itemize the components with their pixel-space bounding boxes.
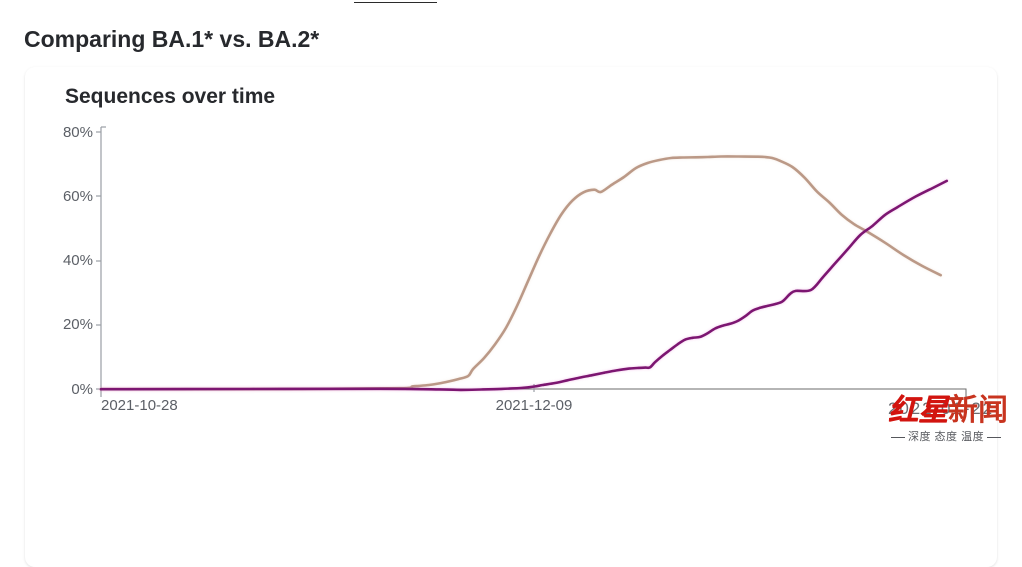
- svg-text:40%: 40%: [63, 252, 93, 269]
- svg-text:60%: 60%: [63, 188, 93, 205]
- svg-text:80%: 80%: [63, 124, 93, 141]
- svg-text:2021-12-09: 2021-12-09: [496, 397, 573, 414]
- svg-text:2021-10-28: 2021-10-28: [101, 397, 178, 414]
- svg-text:20%: 20%: [63, 316, 93, 333]
- svg-text:0%: 0%: [71, 381, 93, 398]
